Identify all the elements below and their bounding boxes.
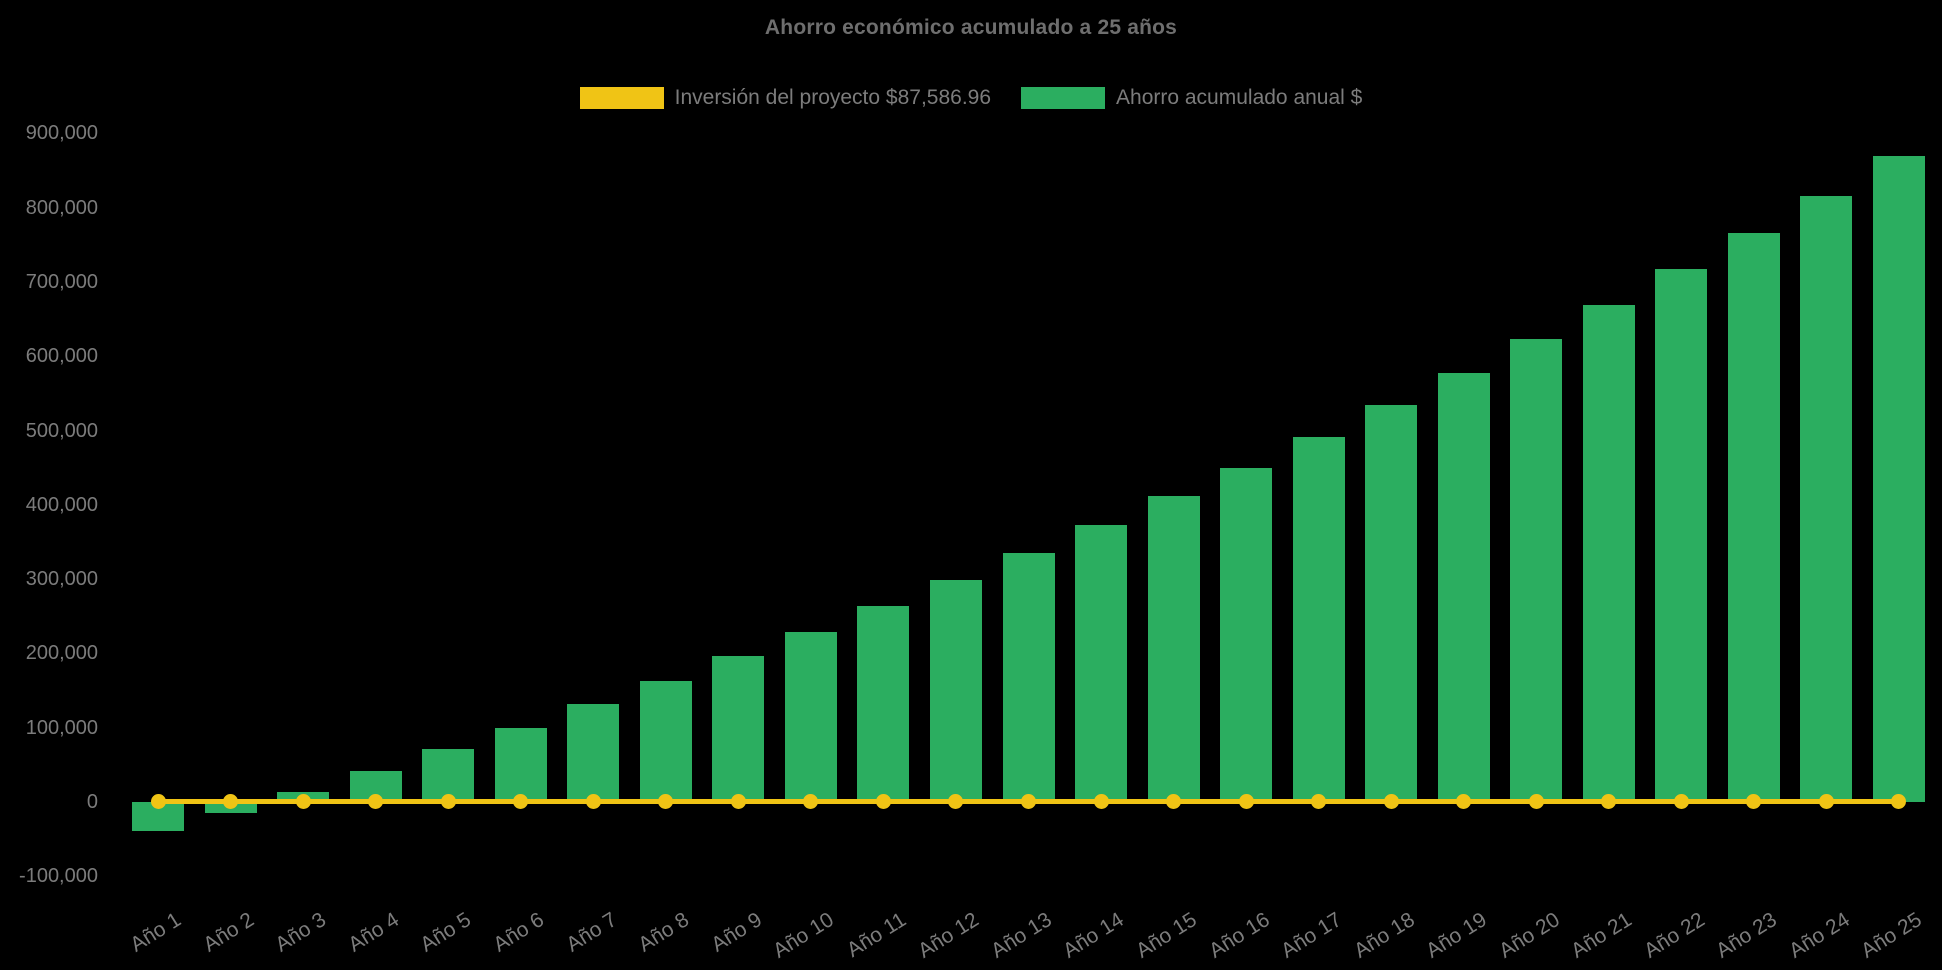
bar-año-6[interactable] (494, 727, 547, 802)
investment-point-año-9[interactable] (730, 794, 746, 810)
y-tick-700000: 700,000 (25, 270, 98, 293)
x-tick-año-9: Año 9 (706, 908, 766, 957)
y-tick-600000: 600,000 (25, 345, 98, 368)
y-tick-900000: 900,000 (25, 122, 98, 145)
x-tick-año-5: Año 5 (416, 908, 476, 957)
investment-point-año-6[interactable] (513, 794, 529, 810)
bar-año-11[interactable] (857, 605, 910, 802)
bar-año-20[interactable] (1510, 339, 1563, 802)
investment-point-año-24[interactable] (1818, 794, 1834, 810)
investment-point-año-12[interactable] (948, 794, 964, 810)
bar-año-17[interactable] (1292, 437, 1345, 802)
x-tick-año-8: Año 8 (634, 908, 694, 957)
bar-año-18[interactable] (1365, 404, 1418, 802)
legend-label-investment: Inversión del proyecto $87,586.96 (674, 86, 992, 109)
y-tick-400000: 400,000 (25, 493, 98, 516)
investment-point-año-13[interactable] (1021, 794, 1036, 810)
legend-label-savings: Ahorro acumulado anual $ (1116, 86, 1363, 109)
bar-año-22[interactable] (1655, 269, 1708, 802)
x-tick-año-23: Año 23 (1712, 908, 1781, 963)
bar-año-23[interactable] (1727, 232, 1780, 802)
x-tick-año-6: Año 6 (489, 908, 549, 957)
x-tick-año-13: Año 13 (987, 908, 1056, 963)
x-tick-año-22: Año 22 (1639, 908, 1709, 963)
investment-point-año-4[interactable] (368, 794, 384, 810)
investment-point-año-1[interactable] (150, 794, 166, 810)
chart-title: Ahorro económico acumulado a 25 años (764, 16, 1178, 39)
bar-año-21[interactable] (1582, 305, 1635, 802)
investment-point-año-18[interactable] (1383, 794, 1399, 810)
investment-point-año-11[interactable] (875, 794, 891, 810)
x-tick-año-15: Año 15 (1132, 908, 1201, 963)
bar-año-13[interactable] (1002, 553, 1055, 802)
bar-año-10[interactable] (784, 631, 837, 802)
bar-año-7[interactable] (567, 703, 620, 802)
y-tick-0: 0 (86, 790, 98, 813)
x-tick-año-3: Año 3 (271, 908, 331, 957)
bar-año-5[interactable] (422, 749, 475, 802)
investment-point-año-21[interactable] (1601, 794, 1617, 810)
x-tick-año-12: Año 12 (914, 908, 984, 963)
legend-item-investment[interactable]: Inversión del proyecto $87,586.96 (579, 86, 992, 110)
investment-point-año-5[interactable] (440, 794, 456, 810)
investment-point-año-15[interactable] (1166, 794, 1182, 810)
y-tick-200000: 200,000 (25, 642, 98, 665)
investment-point-año-10[interactable] (803, 794, 819, 810)
investment-point-año-20[interactable] (1528, 794, 1544, 810)
legend-swatch-investment (579, 87, 664, 109)
investment-point-año-19[interactable] (1456, 794, 1472, 810)
legend-item-savings[interactable]: Ahorro acumulado anual $ (1021, 86, 1362, 110)
legend-swatch-savings (1021, 87, 1106, 109)
x-tick-año-7: Año 7 (561, 908, 621, 957)
legend: Inversión del proyecto $87,586.96 Ahorro… (0, 86, 1942, 110)
x-tick-año-20: Año 20 (1494, 908, 1564, 963)
investment-point-año-17[interactable] (1311, 794, 1327, 810)
investment-point-año-16[interactable] (1238, 794, 1254, 810)
y-tick-800000: 800,000 (25, 196, 98, 219)
bar-año-24[interactable] (1800, 195, 1853, 802)
investment-point-año-8[interactable] (658, 794, 674, 810)
x-tick-año-19: Año 19 (1422, 908, 1491, 963)
bar-año-15[interactable] (1147, 495, 1200, 802)
x-tick-año-1: Año 1 (126, 908, 186, 957)
investment-point-año-22[interactable] (1673, 794, 1689, 810)
investment-point-año-25[interactable] (1891, 794, 1907, 810)
bar-año-14[interactable] (1075, 524, 1128, 802)
bar-año-8[interactable] (639, 680, 692, 802)
x-tick-año-4: Año 4 (344, 908, 404, 957)
bar-año-12[interactable] (929, 579, 982, 802)
investment-point-año-3[interactable] (295, 794, 311, 810)
x-tick-año-24: Año 24 (1784, 908, 1854, 963)
x-tick-año-14: Año 14 (1059, 908, 1129, 963)
y-tick-500000: 500,000 (25, 419, 98, 442)
bar-año-25[interactable] (1872, 156, 1925, 802)
x-tick-año-2: Año 2 (199, 908, 258, 957)
x-tick-año-21: Año 21 (1567, 908, 1636, 963)
x-tick-año-11: Año 11 (843, 908, 911, 962)
investment-point-año-23[interactable] (1746, 794, 1762, 810)
investment-point-año-14[interactable] (1093, 794, 1109, 810)
x-tick-año-10: Año 10 (769, 908, 839, 963)
bar-año-16[interactable] (1220, 467, 1273, 802)
investment-point-año-2[interactable] (223, 794, 239, 810)
x-tick-año-17: Año 17 (1277, 908, 1346, 963)
bar-año-19[interactable] (1437, 372, 1490, 802)
x-tick-año-16: Año 16 (1204, 908, 1274, 963)
y-tick--100000: -100,000 (19, 865, 98, 888)
x-tick-año-18: Año 18 (1349, 908, 1419, 963)
y-tick-100000: 100,000 (25, 716, 98, 739)
x-tick-año-25: Año 25 (1857, 908, 1926, 963)
investment-point-año-7[interactable] (585, 794, 601, 810)
bar-año-9[interactable] (712, 656, 765, 802)
y-tick-300000: 300,000 (25, 568, 98, 591)
